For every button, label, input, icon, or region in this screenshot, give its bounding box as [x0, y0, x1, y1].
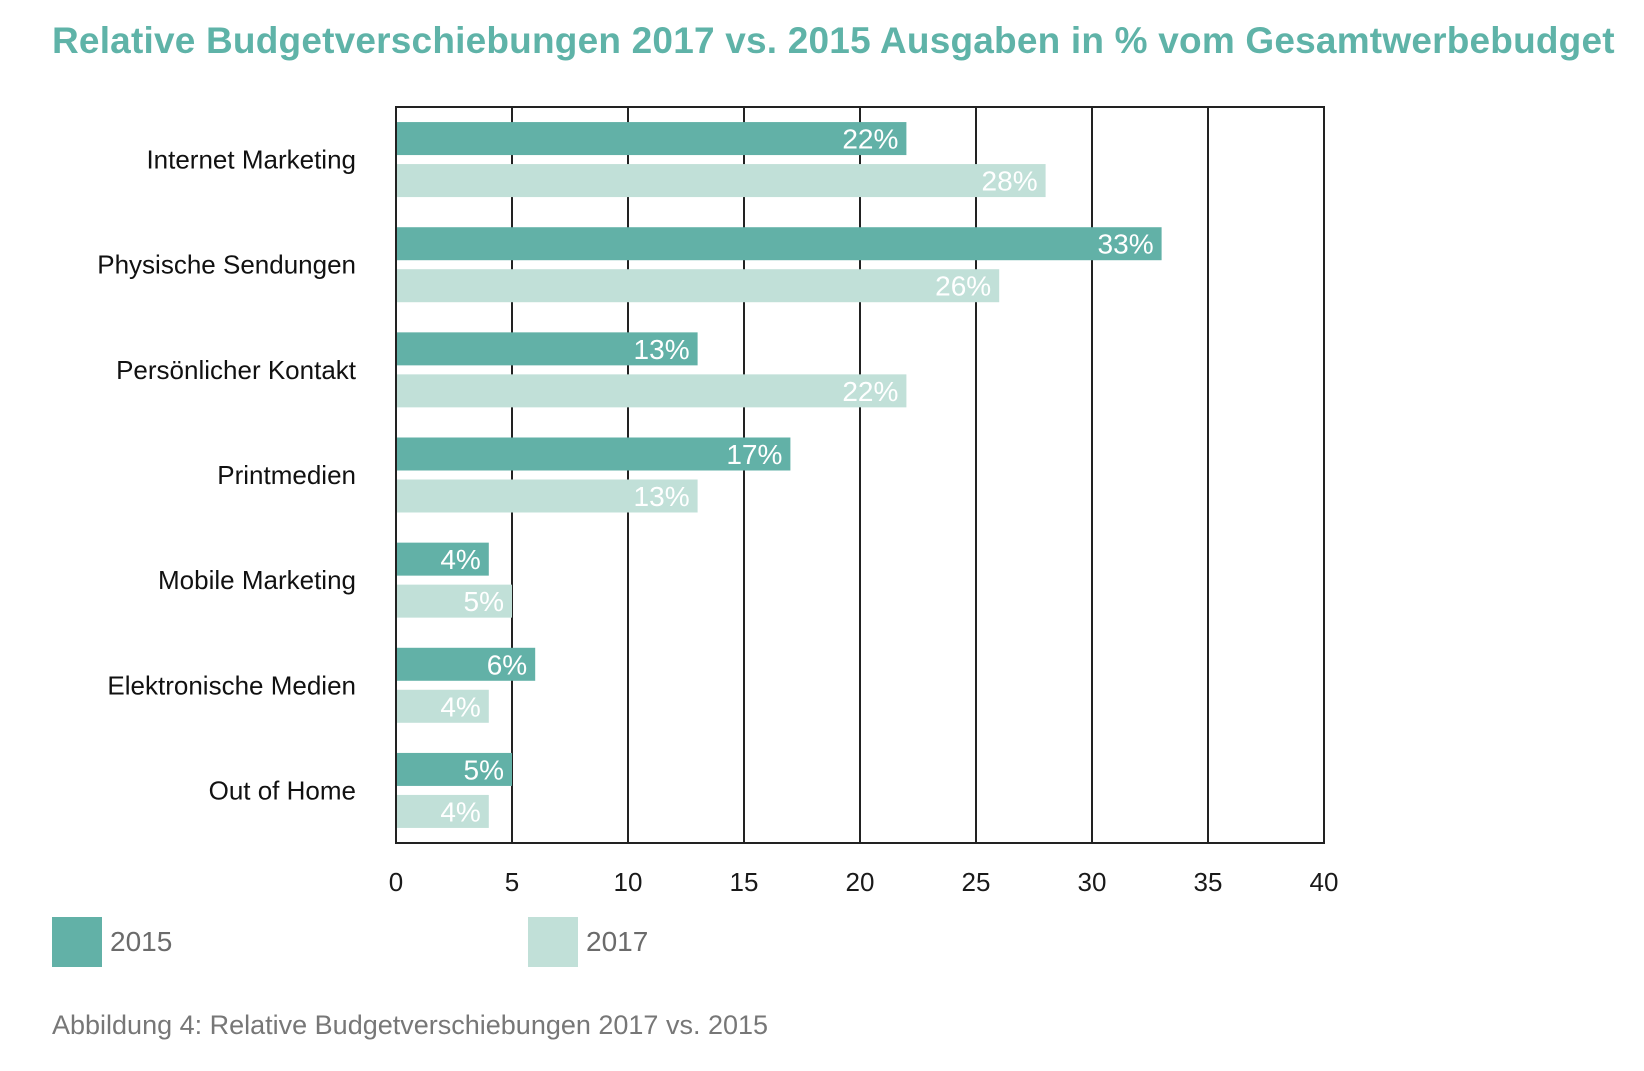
- bar-internet-marketing-2017: [396, 164, 1046, 198]
- category-label-physische-sendungen: Physische Sendungen: [97, 250, 356, 280]
- bar-physische-sendungen-2015: [396, 227, 1162, 261]
- data-label-printmedien-2017: 13%: [634, 481, 690, 512]
- bar-elektronische-medien-2017: [396, 689, 489, 723]
- bar-printmedien-2017: [396, 479, 698, 513]
- bars: 22%28%33%26%13%22%17%13%4%5%6%4%5%4%: [396, 122, 1162, 828]
- data-label-elektronische-medien-2015: 6%: [487, 649, 527, 680]
- data-label-out-of-home-2015: 5%: [464, 754, 504, 785]
- bar-out-of-home-2017: [396, 794, 489, 828]
- x-tick-25: 25: [962, 867, 991, 897]
- category-label-printmedien: Printmedien: [217, 460, 356, 490]
- data-label-mobile-marketing-2017: 5%: [464, 586, 504, 617]
- bar-physische-sendungen-2017: [396, 269, 1000, 303]
- x-tick-labels: 0 5 10 15 20 25 30 35 40: [389, 867, 1339, 897]
- data-label-pers-nlicher-kontakt-2017: 22%: [842, 376, 898, 407]
- bar-pers-nlicher-kontakt-2017: [396, 374, 907, 408]
- x-tick-20: 20: [846, 867, 875, 897]
- data-label-physische-sendungen-2017: 26%: [935, 271, 991, 302]
- bar-pers-nlicher-kontakt-2015: [396, 332, 698, 366]
- legend-label-2015: 2015: [110, 926, 173, 957]
- category-label-pers-nlicher-kontakt: Persönlicher Kontakt: [116, 355, 357, 385]
- bar-mobile-marketing-2015: [396, 542, 489, 576]
- data-label-mobile-marketing-2015: 4%: [440, 544, 480, 575]
- grid-lines: [511, 107, 1209, 843]
- legend-swatch-2017: [528, 917, 578, 967]
- data-label-out-of-home-2017: 4%: [440, 796, 480, 827]
- category-label-out-of-home: Out of Home: [209, 775, 356, 805]
- bar-elektronische-medien-2015: [396, 647, 536, 681]
- category-labels: Internet Marketing Physische Sendungen Per…: [97, 145, 357, 806]
- category-label-elektronische-medien: Elektronische Medien: [107, 670, 356, 700]
- chart-title: Relative Budgetverschiebungen 2017 vs. 2…: [52, 20, 1615, 61]
- x-tick-0: 0: [389, 867, 403, 897]
- category-label-internet-marketing: Internet Marketing: [146, 145, 356, 175]
- plot-frame: [395, 106, 1325, 844]
- figure-caption: Abbildung 4: Relative Budgetverschiebung…: [52, 1010, 769, 1040]
- x-tick-30: 30: [1078, 867, 1107, 897]
- bar-printmedien-2015: [396, 437, 791, 471]
- data-label-elektronische-medien-2017: 4%: [440, 691, 480, 722]
- x-tick-40: 40: [1310, 867, 1339, 897]
- legend-label-2017: 2017: [586, 926, 649, 957]
- x-tick-5: 5: [505, 867, 519, 897]
- x-tick-10: 10: [614, 867, 643, 897]
- data-label-internet-marketing-2015: 22%: [842, 124, 898, 155]
- data-label-internet-marketing-2017: 28%: [982, 166, 1038, 197]
- data-label-printmedien-2015: 17%: [726, 439, 782, 470]
- bar-out-of-home-2015: [396, 752, 512, 786]
- bar-mobile-marketing-2017: [396, 584, 512, 618]
- legend-swatch-2015: [52, 917, 102, 967]
- category-label-mobile-marketing: Mobile Marketing: [158, 565, 356, 595]
- x-tick-35: 35: [1194, 867, 1223, 897]
- data-label-physische-sendungen-2015: 33%: [1098, 229, 1154, 260]
- bar-internet-marketing-2015: [396, 122, 907, 156]
- x-tick-15: 15: [730, 867, 759, 897]
- data-label-pers-nlicher-kontakt-2015: 13%: [634, 334, 690, 365]
